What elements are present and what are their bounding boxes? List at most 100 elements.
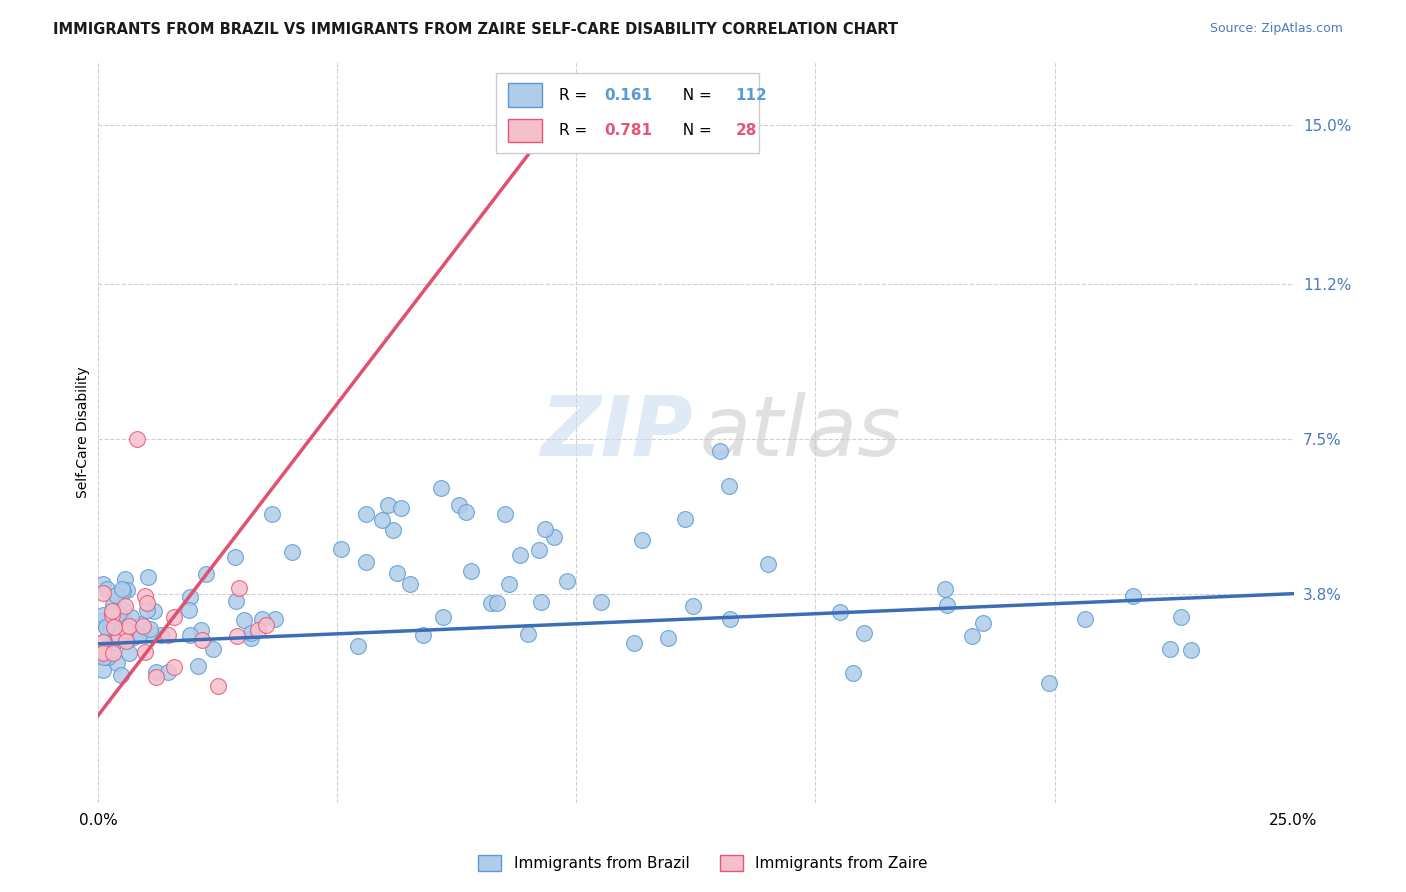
Point xyxy=(960,630,983,644)
Text: N =: N = xyxy=(673,87,717,103)
Point xyxy=(527,543,550,558)
Point xyxy=(329,542,352,557)
Text: 112: 112 xyxy=(735,87,768,103)
Point xyxy=(177,603,200,617)
Point xyxy=(103,619,125,633)
Point xyxy=(1038,676,1060,690)
Point xyxy=(226,629,249,643)
Point xyxy=(432,610,454,624)
Point xyxy=(149,628,172,642)
Point xyxy=(110,610,132,624)
Point xyxy=(111,582,134,596)
Point xyxy=(631,533,654,548)
Point xyxy=(91,663,114,677)
Point xyxy=(389,501,412,516)
Point xyxy=(91,634,114,648)
Text: IMMIGRANTS FROM BRAZIL VS IMMIGRANTS FROM ZAIRE SELF-CARE DISABILITY CORRELATION: IMMIGRANTS FROM BRAZIL VS IMMIGRANTS FRO… xyxy=(53,22,898,37)
Point xyxy=(239,625,262,640)
Point xyxy=(108,630,131,644)
Point xyxy=(718,612,741,626)
Point xyxy=(136,603,159,617)
Text: atlas: atlas xyxy=(700,392,901,473)
Point xyxy=(91,647,114,661)
Text: R =: R = xyxy=(558,87,592,103)
FancyBboxPatch shape xyxy=(496,73,759,153)
Point xyxy=(157,628,180,642)
Point xyxy=(247,624,270,638)
Point xyxy=(91,607,114,622)
FancyBboxPatch shape xyxy=(509,83,541,107)
Point xyxy=(935,598,957,612)
Point xyxy=(675,512,697,526)
Point xyxy=(228,581,250,595)
Point xyxy=(105,612,128,626)
Point xyxy=(517,627,540,641)
Point xyxy=(112,625,135,640)
Point xyxy=(100,607,122,622)
Point xyxy=(354,555,377,569)
Text: Source: ZipAtlas.com: Source: ZipAtlas.com xyxy=(1209,22,1343,36)
Point xyxy=(96,582,118,597)
Point xyxy=(135,596,157,610)
Point xyxy=(107,607,129,621)
Point xyxy=(114,614,136,628)
Point xyxy=(709,444,731,458)
Text: N =: N = xyxy=(673,123,717,138)
Point xyxy=(263,612,285,626)
Point xyxy=(398,576,420,591)
Point xyxy=(1074,611,1097,625)
Point xyxy=(94,620,117,634)
Point xyxy=(179,590,201,604)
Point xyxy=(382,523,405,537)
Point xyxy=(91,644,114,658)
Point xyxy=(162,609,184,624)
Point xyxy=(207,679,229,693)
Point xyxy=(1122,589,1144,603)
Text: R =: R = xyxy=(558,123,592,138)
Point xyxy=(105,656,128,670)
Point xyxy=(842,665,865,680)
Point xyxy=(262,507,284,521)
Point xyxy=(129,617,152,632)
Point xyxy=(114,599,136,613)
Point xyxy=(100,617,122,632)
Point xyxy=(112,601,135,615)
Point xyxy=(91,586,114,600)
Point xyxy=(190,623,212,637)
Point xyxy=(115,582,138,597)
Point xyxy=(97,629,120,643)
Point xyxy=(543,530,565,544)
Point xyxy=(657,631,679,645)
Point xyxy=(145,665,167,680)
Point xyxy=(852,626,875,640)
Point xyxy=(136,570,159,584)
Point xyxy=(110,668,132,682)
Point xyxy=(233,613,256,627)
Point xyxy=(114,572,136,586)
Point xyxy=(91,577,114,591)
Point xyxy=(125,432,148,446)
FancyBboxPatch shape xyxy=(509,119,541,142)
Point xyxy=(110,625,132,640)
Point xyxy=(118,647,141,661)
Point xyxy=(117,633,139,648)
Point xyxy=(101,604,124,618)
Point xyxy=(156,665,179,679)
Point xyxy=(385,566,408,581)
Point xyxy=(239,631,262,645)
Point xyxy=(115,633,138,648)
Point xyxy=(134,590,156,604)
Point xyxy=(717,479,740,493)
Point xyxy=(430,481,453,495)
Point xyxy=(555,574,578,589)
Point xyxy=(412,628,434,642)
Point xyxy=(281,545,304,559)
Point xyxy=(104,624,127,639)
Point xyxy=(756,558,779,572)
Point xyxy=(145,670,167,684)
Point xyxy=(202,642,225,657)
Text: 0.161: 0.161 xyxy=(605,87,652,103)
Point xyxy=(195,566,218,581)
Point xyxy=(104,635,127,649)
Point xyxy=(830,605,852,619)
